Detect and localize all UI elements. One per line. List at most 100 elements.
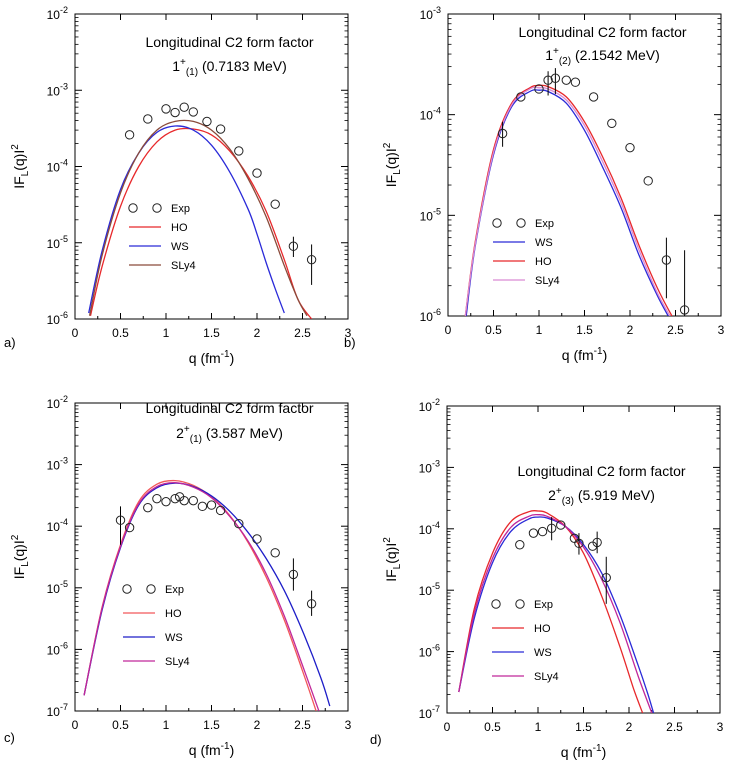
state-label: 2+(3) (5.919 MeV)	[548, 486, 655, 507]
exp-point	[574, 538, 584, 549]
panel-2: 0 0.5 1 1.5 2 2.5 3 10-6 10-5 10-4 10-3 q (fm-1) IFL…	[344, 5, 725, 363]
exp-point	[215, 124, 226, 134]
x-tick-label: 1	[536, 323, 543, 337]
panel-3: 0 0.5 1 1.5 2 2.5 3 10-7 10-6 10-5 10-4 10-3 10-2 q (…	[4, 394, 352, 758]
exp-point	[270, 199, 280, 209]
exp-point	[546, 523, 557, 533]
legend-label-ho: HO	[171, 222, 188, 234]
exp-point	[592, 537, 602, 548]
state-label: 1+(2) (2.1542 MeV)	[545, 46, 660, 67]
y-tick-label: 10-5	[420, 206, 441, 223]
legend-label-exp: Exp	[535, 218, 554, 230]
legend-marker-exp	[128, 203, 138, 213]
panel-1: 0 0.5 1 1.5 2 2.5 3 10-6 10-5 10-4 10-3 10-2 q (fm-1…	[4, 5, 352, 366]
exp-point	[215, 505, 226, 516]
exp-point	[625, 142, 635, 153]
y-tick-label: 10-3	[47, 456, 68, 473]
legend-label-ho: HO	[534, 623, 551, 635]
legend-label-ws: WS	[535, 237, 553, 249]
x-axis-label: q (fm-1)	[562, 346, 607, 363]
y-tick-label: 10-3	[47, 81, 68, 98]
legend-label-exp: Exp	[171, 203, 190, 215]
x-tick-label: 1.5	[203, 718, 220, 732]
x-axis-label: q (fm-1)	[561, 743, 606, 760]
x-tick-label: 2	[254, 326, 261, 340]
series-line-sly4	[458, 513, 653, 713]
chart-title: Longitudinal C2 form factor	[145, 400, 313, 416]
x-tick-label: 2.5	[667, 323, 684, 337]
x-tick-label: 0	[72, 326, 79, 340]
x-tick-label: 2	[627, 323, 634, 337]
x-tick-label: 3	[717, 720, 724, 734]
legend-marker-exp	[515, 599, 525, 609]
exp-point	[188, 107, 199, 117]
x-tick-label: 1	[163, 326, 170, 340]
x-tick-label: 2.5	[666, 720, 683, 734]
exp-point	[601, 572, 611, 583]
exp-point	[550, 73, 561, 83]
x-tick-label: 2	[626, 720, 633, 734]
series-line-ho	[458, 509, 644, 713]
series-line-ho	[83, 479, 317, 711]
panel-label: c)	[4, 730, 15, 745]
x-tick-label: 2.5	[294, 326, 311, 340]
legend-label-ws: WS	[171, 241, 189, 253]
y-tick-label: 10-6	[420, 307, 441, 324]
series-line-ws	[458, 516, 655, 713]
exp-point	[161, 496, 171, 507]
series-line-ws	[465, 89, 669, 316]
panel-label: a)	[4, 335, 16, 350]
exp-point	[543, 75, 553, 85]
exp-point	[179, 495, 189, 506]
x-axis-label: q (fm-1)	[189, 349, 234, 366]
x-tick-label: 1	[163, 718, 170, 732]
y-tick-label: 10-2	[47, 5, 68, 22]
legend-label-sly4: SLy4	[171, 260, 196, 272]
x-axis-label: q (fm-1)	[189, 741, 234, 758]
y-tick-label: 10-3	[419, 458, 440, 475]
y-axis-label: IFL(q)I2	[10, 144, 31, 189]
y-tick-label: 10-6	[419, 643, 440, 660]
exp-point	[124, 522, 135, 533]
y-tick-label: 10-5	[47, 579, 68, 596]
legend-marker-exp	[122, 584, 132, 594]
exp-point	[202, 116, 212, 127]
exp-point	[679, 305, 690, 315]
exp-point	[270, 548, 280, 558]
y-tick-label: 10-2	[47, 394, 68, 411]
legend-label-sly4: SLy4	[165, 656, 190, 668]
exp-point	[497, 128, 508, 139]
legend-label-ho: HO	[535, 256, 552, 268]
x-tick-label: 0	[445, 323, 452, 337]
exp-point	[143, 114, 153, 124]
legend-marker-exp	[152, 203, 162, 213]
exp-point	[288, 569, 299, 580]
exp-point	[197, 501, 208, 512]
exp-point	[537, 526, 548, 537]
y-tick-label: 10-3	[420, 5, 441, 22]
legend-label-sly4: SLy4	[534, 671, 559, 683]
x-tick-label: 0.5	[484, 720, 501, 734]
series-line-sly4	[88, 119, 308, 317]
exp-point	[561, 75, 571, 85]
exp-point	[234, 518, 244, 529]
exp-point	[588, 92, 599, 102]
x-tick-label: 0	[444, 720, 451, 734]
exp-point	[143, 502, 153, 513]
exp-point	[170, 493, 180, 504]
series-line-ws	[88, 125, 285, 314]
exp-point	[607, 118, 617, 129]
y-axis-label: IFL(q)I2	[382, 537, 403, 582]
state-label: 2+(1) (3.587 MeV)	[176, 424, 283, 445]
panel-4: 0 0.5 1 1.5 2 2.5 3 10-7 10-6 10-5 10-4 10-3 10-2 q (…	[370, 397, 724, 760]
y-tick-label: 10-7	[419, 704, 440, 721]
x-tick-label: 2	[254, 718, 261, 732]
x-tick-label: 3	[718, 323, 725, 337]
exp-point	[570, 77, 581, 87]
panel-label: b)	[344, 335, 356, 350]
x-tick-label: 3	[345, 718, 352, 732]
x-tick-label: 0.5	[485, 323, 502, 337]
exp-point	[115, 515, 126, 525]
exp-point	[516, 92, 526, 102]
exp-point	[556, 520, 566, 530]
